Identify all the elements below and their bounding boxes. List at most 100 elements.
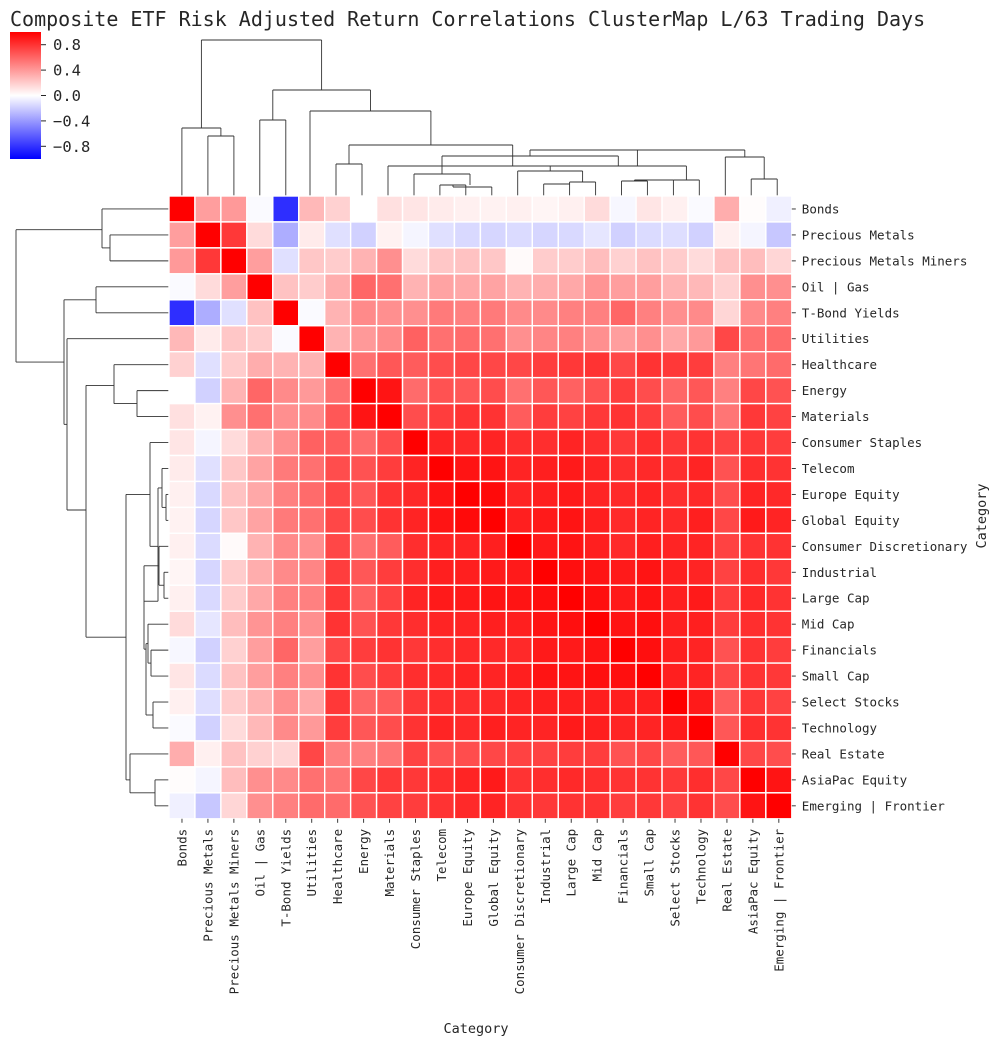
heatmap-cell [505,376,534,405]
heatmap-cell [427,428,456,457]
heatmap-cell [635,480,663,509]
heatmap-cell [739,610,767,638]
row-tick-labels: Bonds Precious Metals Precious Metals Mine… [791,201,968,813]
heatmap-cell [557,610,585,638]
heatmap-cell [531,688,559,716]
heatmap-cell [246,351,274,379]
heatmap-cell [661,247,689,275]
row-label: Materials [802,409,870,424]
heatmap-cell [246,325,274,353]
heatmap-cell [298,351,326,379]
column-label: Real Estate [719,829,734,912]
heatmap-cell [557,480,585,509]
heatmap-cell [298,584,326,612]
heatmap-cell [739,662,767,690]
row-label: Consumer Discretionary [802,539,968,554]
heatmap-cell [168,402,196,431]
heatmap-cell [272,766,300,794]
heatmap-cell [739,351,767,379]
column-label: Large Cap [564,829,579,897]
heatmap-cell [220,558,248,586]
heatmap-cell [765,558,793,586]
heatmap-cell [765,402,793,431]
heatmap-cell [609,428,637,457]
heatmap-cell [375,402,404,431]
heatmap-cell [479,221,508,249]
heatmap-cell [401,662,430,690]
row-label: Mid Cap [802,617,855,632]
heatmap-cell [583,428,611,457]
heatmap-cell [479,428,508,457]
heatmap-cell [349,221,378,249]
column-label: Bonds [174,829,189,867]
heatmap-cell [427,480,456,509]
heatmap-cell [739,766,767,794]
heatmap-cell [453,428,482,457]
heatmap-cell [479,299,508,327]
heatmap-cell [765,428,793,457]
heatmap-cell [479,766,508,794]
heatmap-cell [687,273,715,301]
heatmap-cell [479,584,508,612]
heatmap-cell [713,454,741,483]
heatmap-cell [168,247,196,275]
heatmap-cell [272,558,300,586]
heatmap-cell [583,610,611,638]
heatmap-cell [739,376,767,405]
heatmap-cell [661,584,689,612]
heatmap-cell [479,376,508,405]
heatmap-cell [531,584,559,612]
heatmap-cell [713,740,741,768]
heatmap-cell [609,766,637,794]
heatmap-cell [453,195,482,223]
heatmap-cell [479,688,508,716]
heatmap-cell [583,532,611,560]
row-label: Small Cap [802,669,870,684]
heatmap-cell [479,195,508,223]
heatmap-cell [246,428,274,457]
heatmap-cell [739,402,767,431]
heatmap-cell [739,740,767,768]
heatmap-cell [583,636,611,664]
heatmap-cell [557,454,585,483]
heatmap-cell [401,195,430,223]
heatmap-cell [246,221,274,249]
heatmap-cell [479,558,508,586]
heatmap-cell [557,325,585,353]
heatmap-cell [583,351,611,379]
heatmap-cell [505,247,534,275]
heatmap-cell [324,636,352,664]
heatmap-cell [739,247,767,275]
heatmap-cell [713,325,741,353]
heatmap-cell [298,195,326,223]
heatmap-cell [609,506,637,535]
heatmap-cell [324,792,352,820]
heatmap-cell [272,299,300,327]
heatmap-cell [531,221,559,249]
heatmap-cell [220,662,248,690]
heatmap-cell [272,480,300,509]
heatmap-cell [427,532,456,560]
heatmap-cell [557,714,585,742]
heatmap-cell [687,428,715,457]
heatmap-cell [349,610,378,638]
heatmap-cell [661,480,689,509]
heatmap-cell [661,558,689,586]
heatmap-cell [168,636,196,664]
heatmap-cell [220,532,248,560]
heatmap-cell [194,688,222,716]
heatmap-cell [609,299,637,327]
heatmap-cell [687,688,715,716]
heatmap-cell [557,506,585,535]
heatmap-cell [298,688,326,716]
heatmap-cell [427,714,456,742]
colorbar-tick-label: 0.4 [53,62,81,80]
heatmap-cell [557,688,585,716]
heatmap-cell [246,558,274,586]
heatmap-cell [583,299,611,327]
heatmap-cell [635,714,663,742]
heatmap-cell [609,636,637,664]
heatmap-cell [324,662,352,690]
heatmap-cell [453,454,482,483]
heatmap-cell [687,558,715,586]
